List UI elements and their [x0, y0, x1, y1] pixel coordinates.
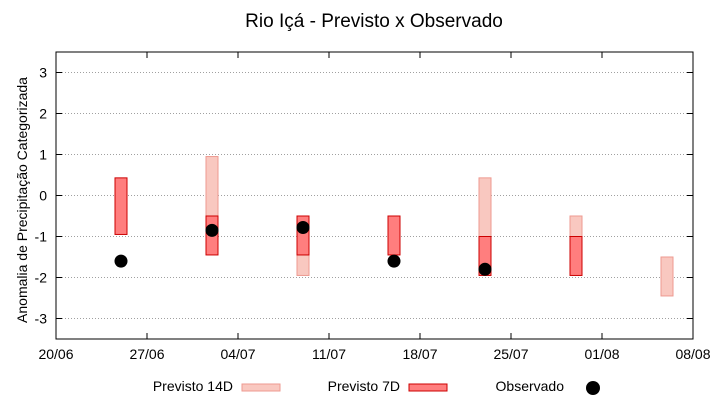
bar-previsto-14d: [296, 254, 310, 276]
legend-swatch-previsto-14d: [241, 383, 281, 392]
point-observado: [387, 254, 401, 268]
legend: Previsto 14D Previsto 7D Observado: [153, 378, 600, 395]
x-tick-label: 25/07: [493, 346, 528, 362]
y-tick-label: 0: [39, 188, 47, 204]
chart-title: Rio Içá - Previsto x Observado: [245, 11, 503, 32]
x-tick-label: 08/08: [675, 346, 710, 362]
x-tick-label: 04/07: [220, 346, 255, 362]
series-observado: [114, 220, 492, 276]
x-tick-label: 11/07: [312, 346, 346, 362]
bar-previsto-7d: [114, 177, 128, 235]
grid: [56, 72, 693, 319]
point-observado: [478, 262, 492, 276]
y-tick-label: -3: [35, 311, 48, 327]
x-tick-label: 27/06: [129, 346, 164, 362]
legend-label-observado: Observado: [496, 378, 565, 394]
bar-previsto-7d: [569, 236, 583, 276]
x-axis: 20/06 27/06 04/07 11/07 18/07 25/07 01/08 08/08: [38, 52, 711, 362]
y-axis-label: Anomalia de Precipitação Categorizada: [14, 77, 30, 323]
point-observado: [296, 220, 310, 234]
y-tick-label: -1: [35, 229, 48, 245]
y-tick-label: 1: [39, 147, 47, 163]
bar-previsto-14d: [205, 156, 219, 217]
bar-previsto-7d: [387, 215, 401, 256]
legend-swatch-observado: [586, 381, 600, 395]
point-observado: [114, 254, 128, 268]
y-tick-label: -2: [35, 270, 48, 286]
series-previsto-7d: [114, 177, 583, 276]
y-tick-label: 3: [39, 65, 47, 81]
legend-label-previsto-7d: Previsto 7D: [328, 378, 400, 394]
legend-swatch-previsto-7d: [408, 383, 448, 392]
bar-previsto-14d: [478, 177, 492, 237]
point-observado: [205, 223, 219, 237]
x-tick-label: 20/06: [38, 346, 73, 362]
legend-label-previsto-14d: Previsto 14D: [153, 378, 233, 394]
x-tick-label: 18/07: [402, 346, 437, 362]
series-previsto-14d: [205, 156, 674, 297]
x-tick-label: 01/08: [584, 346, 619, 362]
bar-previsto-14d: [660, 256, 674, 297]
y-axis: -3 -2 -1 0 1 2 3: [35, 65, 693, 327]
y-tick-label: 2: [39, 106, 47, 122]
